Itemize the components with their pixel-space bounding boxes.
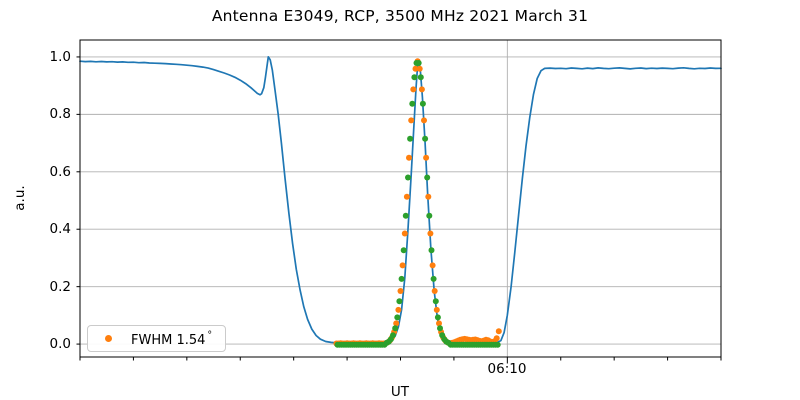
signal-line bbox=[79, 56, 722, 344]
gaussian-fit-FWHM-1.54deg-dot bbox=[403, 193, 410, 200]
gaussian-fit-FWHM-1.54deg-dot bbox=[436, 320, 442, 327]
gaussian-fit-FWHM-1.54deg-dot bbox=[427, 230, 434, 237]
selected-scan-points-dot bbox=[390, 332, 396, 339]
selected-scan-points-dot bbox=[422, 135, 429, 142]
selected-scan-points-dot bbox=[494, 341, 501, 348]
gaussian-fit-FWHM-1.54deg-dot bbox=[418, 86, 425, 93]
gaussian-fit-FWHM-1.54deg-dot bbox=[406, 154, 412, 161]
selected-scan-points-dot bbox=[411, 74, 418, 81]
gaussian-fit-FWHM-1.54deg-dot bbox=[495, 328, 502, 335]
selected-scan-points-dot bbox=[430, 275, 437, 282]
legend: FWHM 1.54 ° bbox=[87, 325, 226, 352]
y-tick-label: 1.0 bbox=[49, 48, 71, 65]
gaussian-fit-FWHM-1.54deg-dot bbox=[399, 262, 406, 269]
gaussian-fit-FWHM-1.54deg-dot bbox=[429, 262, 436, 269]
selected-scan-points-dot bbox=[394, 314, 401, 321]
selected-scan-points-dot bbox=[398, 275, 405, 282]
y-tick-label: 0.4 bbox=[49, 221, 71, 238]
x-axis-label: UT bbox=[390, 384, 410, 400]
selected-scan-points-dot bbox=[415, 60, 422, 66]
y-tick-label: 0.2 bbox=[49, 278, 71, 295]
selected-scan-points-dot bbox=[424, 174, 431, 181]
gaussian-fit-FWHM-1.54deg-dot bbox=[401, 230, 408, 237]
gaussian-fit-FWHM-1.54deg-dot bbox=[395, 306, 402, 313]
legend-marker-dot bbox=[105, 335, 112, 342]
selected-scan-points-dot bbox=[426, 212, 433, 219]
selected-scan-points-dot bbox=[405, 174, 411, 181]
selected-scan-points-dot bbox=[409, 100, 416, 107]
selected-scan-points-dot bbox=[428, 247, 435, 254]
gaussian-fit-FWHM-1.54deg-dot bbox=[425, 193, 432, 200]
degree-symbol: ° bbox=[207, 329, 213, 341]
gaussian-fit-FWHM-1.54deg-dot bbox=[421, 117, 427, 124]
gaussian-fit-FWHM-1.54deg-dot bbox=[397, 288, 404, 294]
selected-scan-points-dot bbox=[400, 247, 407, 254]
gaussian-fit-FWHM-1.54deg-dot bbox=[416, 65, 423, 72]
y-tick-label: 0.6 bbox=[49, 163, 71, 180]
selected-scan-points-dot bbox=[396, 298, 403, 305]
selected-scan-points-dot bbox=[419, 100, 426, 107]
selected-scan-points-dot bbox=[402, 212, 409, 219]
selected-scan-points-dot bbox=[407, 135, 414, 142]
gaussian-fit-FWHM-1.54deg-dot bbox=[412, 65, 419, 72]
y-tick-label: 0.0 bbox=[49, 336, 71, 353]
gaussian-fit-FWHM-1.54deg-dot bbox=[393, 320, 400, 327]
y-tick-labels: 0.0 0.2 0.4 0.6 0.8 1.0 bbox=[25, 0, 71, 400]
selected-scan-points-dot bbox=[437, 325, 443, 332]
gaussian-fit-FWHM-1.54deg-dot bbox=[493, 335, 500, 342]
legend-label: FWHM 1.54 ° bbox=[131, 329, 213, 348]
gaussian-fit-FWHM-1.54deg-dot bbox=[433, 306, 440, 313]
gaussian-fit-FWHM-1.54deg-dot bbox=[410, 86, 417, 93]
x-tick-label-0610: 06:10 bbox=[487, 361, 527, 377]
gaussian-fit-FWHM-1.54deg-dot bbox=[431, 288, 438, 294]
y-tick-label: 0.8 bbox=[49, 106, 71, 123]
selected-scan-points-dot bbox=[392, 325, 399, 332]
selected-scan-points-dot bbox=[432, 298, 439, 305]
chart-title: Antenna E3049, RCP, 3500 MHz 2021 March … bbox=[211, 7, 589, 25]
selected-scan-points-dot bbox=[417, 74, 424, 81]
gaussian-fit-FWHM-1.54deg-dot bbox=[408, 117, 415, 124]
selected-scan-points-dot bbox=[434, 314, 441, 321]
gaussian-fit-FWHM-1.54deg-dot bbox=[423, 154, 430, 161]
